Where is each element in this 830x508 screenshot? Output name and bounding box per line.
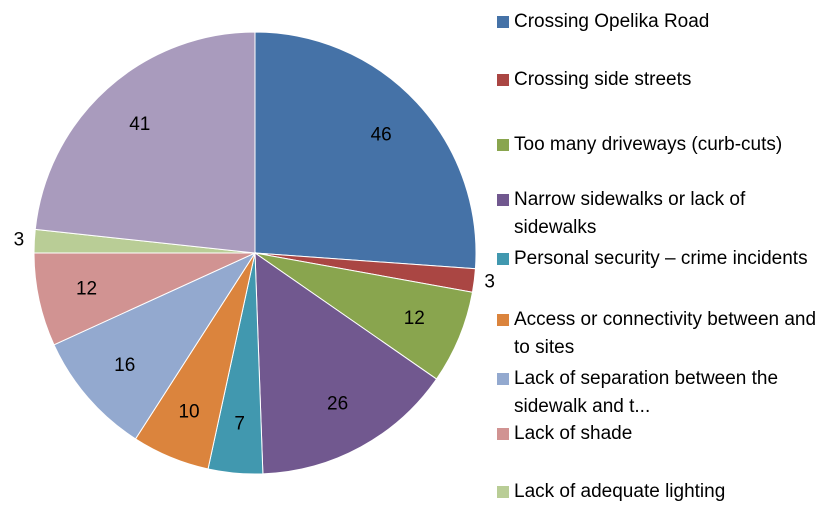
legend-label: Lack of shade	[514, 423, 633, 444]
legend-entry: Personal security – crime incidents	[497, 245, 827, 273]
legend-entry: Too many driveways (curb-cuts)	[497, 131, 827, 159]
legend-swatch	[497, 253, 509, 265]
legend-entry: Crossing side streets	[497, 66, 827, 94]
data-label: 3	[14, 229, 25, 250]
legend-label: Lack of adequate lighting	[514, 481, 726, 502]
data-label: 16	[114, 355, 135, 376]
legend-label: Access or connectivity between and to si…	[514, 309, 817, 358]
legend-swatch	[497, 373, 509, 385]
data-label: 12	[76, 279, 97, 300]
legend-swatch	[497, 16, 509, 28]
legend-entry: Lack of shade	[497, 420, 827, 448]
legend-entry: Access or connectivity between and to si…	[497, 306, 827, 362]
legend-label: Too many driveways (curb-cuts)	[514, 134, 783, 155]
legend-swatch	[497, 74, 509, 86]
legend-swatch	[497, 486, 509, 498]
legend-entry: Crossing Opelika Road	[497, 8, 827, 36]
data-label: 7	[234, 414, 245, 435]
legend-swatch	[497, 194, 509, 206]
data-label: 26	[327, 393, 348, 414]
legend-swatch	[497, 139, 509, 151]
legend-label: Crossing Opelika Road	[514, 11, 710, 32]
legend-swatch	[497, 314, 509, 326]
legend-entry: Lack of adequate lighting	[497, 478, 827, 506]
pie-slice	[254, 31, 477, 270]
pie-slice	[34, 31, 256, 254]
legend-label: Personal security – crime incidents	[514, 248, 808, 269]
data-label: 12	[404, 308, 425, 329]
data-label: 3	[484, 271, 495, 292]
data-label: 46	[371, 125, 392, 146]
pie-slice	[254, 252, 438, 475]
legend-entry: Lack of separation between the sidewalk …	[497, 365, 827, 421]
legend-entry: Narrow sidewalks or lack of sidewalks	[497, 186, 827, 242]
data-label: 10	[178, 401, 199, 422]
legend-label: Lack of separation between the sidewalk …	[514, 368, 779, 417]
pie-slice	[53, 251, 257, 440]
legend-label: Crossing side streets	[514, 69, 692, 90]
data-label: 41	[129, 114, 150, 135]
legend-swatch	[497, 428, 509, 440]
legend-label: Narrow sidewalks or lack of sidewalks	[514, 189, 746, 238]
